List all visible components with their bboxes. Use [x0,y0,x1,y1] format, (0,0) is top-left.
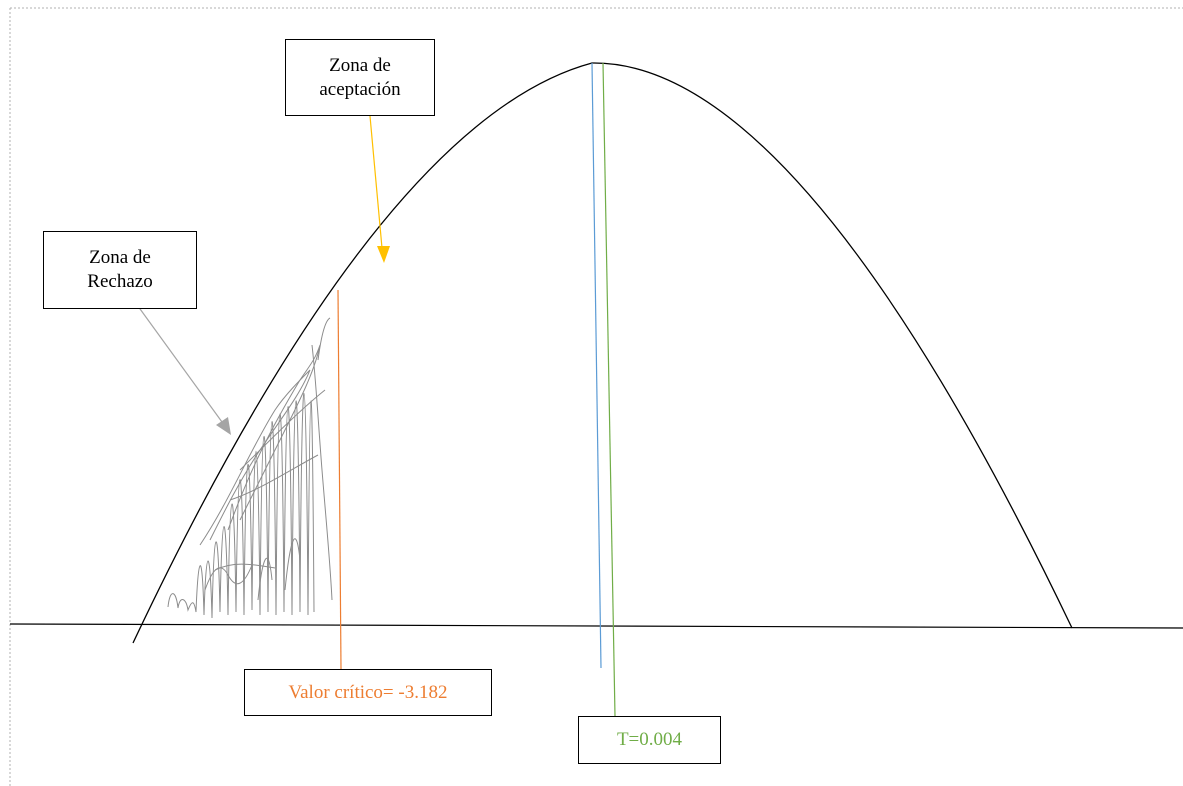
t-statistic-line [602,62,616,717]
critical-value-text: Valor crítico= -3.182 [288,681,448,703]
rejection-arrowhead-icon [216,417,231,435]
acceptance-zone-label: Zona de aceptación [285,39,435,116]
x-axis [9,623,1183,629]
critical-value-label: Valor crítico= -3.182 [244,669,492,716]
mean-line [591,62,602,669]
acceptance-arrowhead-icon [377,246,390,263]
t-value-label: T=0.004 [578,716,721,764]
rejection-area-shading [167,317,333,619]
acceptance-zone-text: Zona de aceptación [319,54,401,100]
rejection-arrow-shaft [134,301,223,423]
bell-curve [132,62,1073,644]
t-value-text: T=0.004 [616,729,683,751]
rejection-zone-label: Zona de Rechazo [43,231,197,309]
acceptance-arrow-shaft [369,115,383,249]
critical-value-line [337,289,342,670]
rejection-zone-text: Zona de Rechazo [87,247,153,292]
